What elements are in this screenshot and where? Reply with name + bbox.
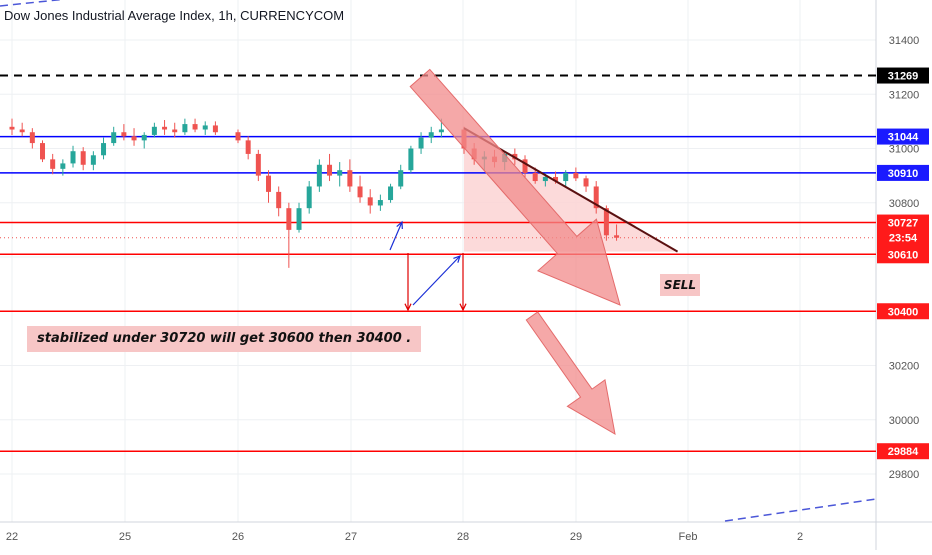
chart-title: Dow Jones Industrial Average Index, 1h, … bbox=[4, 8, 345, 23]
price-tag-31269-bg bbox=[877, 67, 929, 84]
candle-body bbox=[212, 125, 218, 133]
y-tick-label: 31200 bbox=[889, 89, 920, 101]
candle-body bbox=[50, 159, 56, 169]
candle-body bbox=[192, 124, 198, 130]
candle-body bbox=[266, 175, 272, 192]
candle-body bbox=[583, 178, 589, 187]
candle-body bbox=[9, 126, 15, 130]
candle-body bbox=[377, 200, 383, 206]
candle-body bbox=[276, 191, 282, 209]
y-tick-label: 30000 bbox=[889, 415, 920, 427]
y-tick-label: 30200 bbox=[889, 361, 920, 373]
candle-body bbox=[306, 186, 312, 209]
candle-body bbox=[141, 134, 147, 141]
candle-body bbox=[131, 136, 137, 141]
candle-body bbox=[202, 125, 208, 130]
candle-body bbox=[593, 186, 599, 209]
x-tick-label: 2 bbox=[797, 531, 803, 543]
y-tick-label: 31000 bbox=[889, 144, 920, 156]
candle-body bbox=[522, 159, 528, 173]
secondary-sell-arrow bbox=[525, 311, 616, 435]
candle-body bbox=[19, 129, 25, 133]
candle-body bbox=[398, 170, 404, 187]
sell-label: SELL bbox=[660, 274, 700, 296]
candle-body bbox=[29, 132, 35, 144]
candle-body bbox=[438, 129, 444, 133]
candle-body bbox=[162, 126, 168, 130]
candle-body bbox=[357, 186, 363, 198]
candle-body bbox=[111, 132, 117, 144]
annotation-note: stabilized under 30720 will get 30600 th… bbox=[27, 326, 422, 352]
x-tick-label: 28 bbox=[457, 531, 469, 543]
candle-body bbox=[286, 208, 292, 230]
candle-body bbox=[151, 126, 157, 135]
price-tag-31044: 31044 bbox=[888, 132, 919, 144]
price-tag-30400: 30400 bbox=[888, 306, 919, 318]
candle-body bbox=[327, 164, 333, 176]
dashed-trend-top bbox=[0, 0, 65, 7]
price-tag-29884-bg bbox=[877, 443, 929, 460]
arrow-up-projection-head bbox=[453, 255, 461, 263]
price-tag-30400-bg bbox=[877, 303, 929, 320]
candle-body bbox=[532, 172, 538, 182]
y-tick-label: 30800 bbox=[889, 198, 920, 210]
y-tick-label: 29800 bbox=[889, 469, 920, 481]
price-tag-30727-bg bbox=[877, 214, 929, 231]
candle-body bbox=[563, 172, 569, 182]
candle-body bbox=[418, 137, 424, 149]
x-tick-label: 22 bbox=[6, 531, 18, 543]
x-tick-label: Feb bbox=[679, 531, 698, 543]
candle-body bbox=[80, 151, 86, 165]
candle-body bbox=[408, 148, 414, 171]
candle-body bbox=[40, 143, 46, 160]
candle-body bbox=[101, 143, 107, 156]
candle-body bbox=[614, 235, 620, 238]
candle-body bbox=[172, 129, 178, 133]
x-tick-label: 27 bbox=[345, 531, 357, 543]
price-tag-30610-bg bbox=[877, 229, 929, 264]
arrow-up-projection bbox=[412, 255, 461, 306]
price-tag-30610: 30610 bbox=[888, 249, 919, 261]
candle-body bbox=[428, 132, 434, 138]
candle-body bbox=[245, 140, 251, 154]
arrow-up-small bbox=[389, 221, 403, 251]
candle-body bbox=[337, 170, 343, 176]
candle-body bbox=[296, 208, 302, 230]
price-tag-30910: 30910 bbox=[888, 168, 919, 180]
y-tick-label: 31400 bbox=[889, 35, 920, 47]
candle-body bbox=[542, 176, 548, 182]
x-tick-label: 26 bbox=[232, 531, 244, 543]
price-tag-29884: 29884 bbox=[888, 446, 919, 458]
candle-body bbox=[347, 170, 353, 187]
arrow-down-1-head bbox=[404, 303, 412, 312]
countdown-label: 23:54 bbox=[889, 232, 918, 244]
candle-body bbox=[388, 186, 394, 201]
x-tick-label: 29 bbox=[570, 531, 582, 543]
candle-body bbox=[90, 155, 96, 165]
candle-body bbox=[553, 176, 559, 182]
price-tag-30910-bg bbox=[877, 164, 929, 181]
candle-body bbox=[121, 132, 127, 137]
big-sell-arrow bbox=[409, 68, 621, 306]
candle-body bbox=[70, 151, 76, 164]
candle-body bbox=[573, 172, 579, 179]
arrow-down-2-head bbox=[459, 303, 467, 312]
price-tag-30727: 30727 bbox=[888, 218, 919, 230]
price-tag-31044-bg bbox=[877, 128, 929, 145]
price-tag-31269: 31269 bbox=[888, 71, 919, 83]
candle-body bbox=[255, 153, 261, 176]
candle-body bbox=[603, 208, 609, 236]
candle-body bbox=[235, 132, 241, 141]
x-tick-label: 25 bbox=[119, 531, 131, 543]
arrow-up-small-head bbox=[396, 220, 403, 230]
candle-body bbox=[60, 163, 66, 169]
candle-body bbox=[367, 197, 373, 206]
candle-body bbox=[316, 164, 322, 187]
candle-body bbox=[182, 124, 188, 133]
